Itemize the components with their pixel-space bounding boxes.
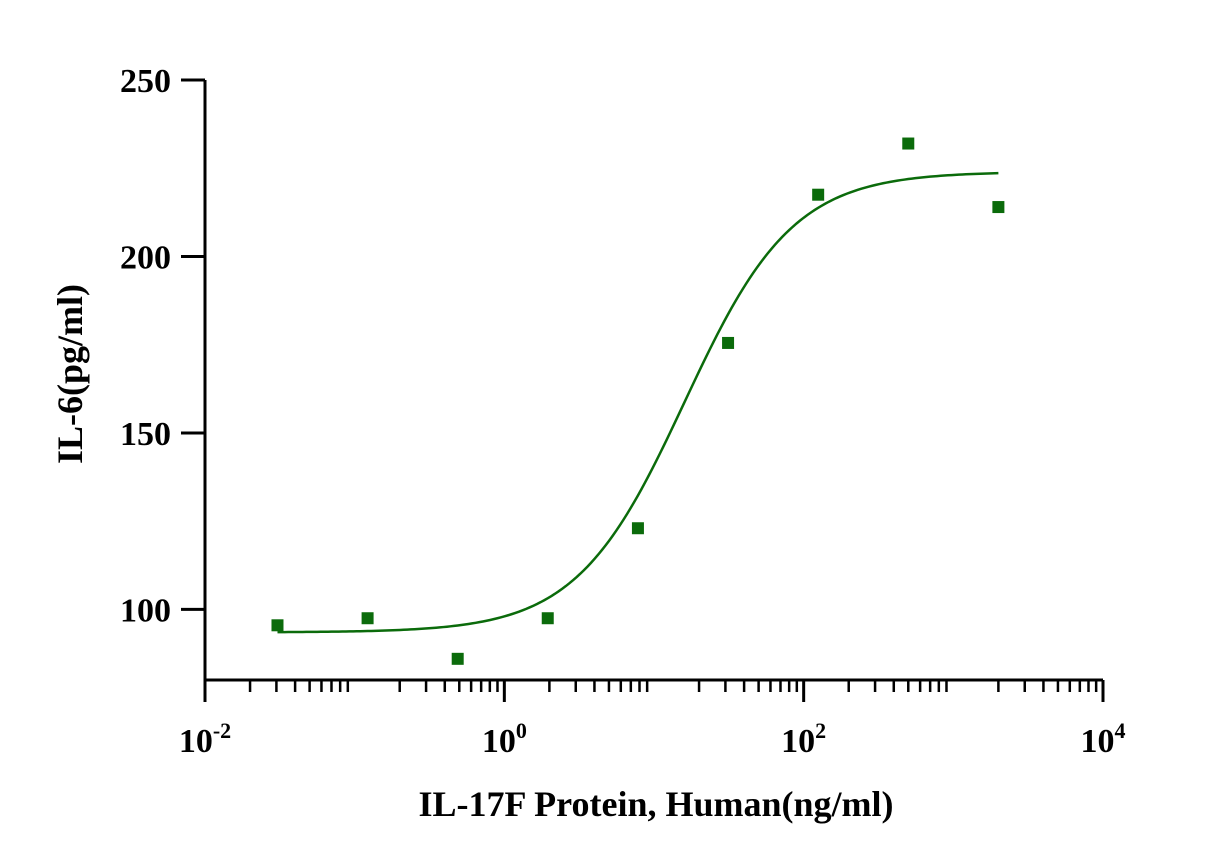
x-tick-label: 104 bbox=[1081, 718, 1126, 760]
x-tick-label: 100 bbox=[482, 718, 527, 760]
data-point bbox=[451, 652, 464, 665]
data-point bbox=[631, 522, 644, 535]
axis-ticks: 100 150 200 250 10-2 100 102 104 bbox=[120, 63, 1126, 760]
x-tick-label: 10-2 bbox=[179, 718, 231, 760]
data-point bbox=[361, 612, 374, 625]
data-point bbox=[722, 336, 735, 349]
y-tick-label: 200 bbox=[120, 239, 171, 276]
axes bbox=[203, 80, 1103, 682]
y-tick-label: 250 bbox=[120, 63, 171, 100]
data-point bbox=[541, 612, 554, 625]
y-axis-title: IL-6(pg/ml) bbox=[50, 284, 90, 464]
data-points bbox=[271, 137, 1005, 665]
y-tick-label: 150 bbox=[120, 416, 171, 453]
x-tick-label: 102 bbox=[781, 718, 826, 760]
y-tick-label: 100 bbox=[120, 592, 171, 629]
data-point bbox=[902, 137, 915, 150]
fit-curve bbox=[277, 171, 999, 634]
data-point bbox=[271, 619, 284, 632]
x-axis-title: IL-17F Protein, Human(ng/ml) bbox=[419, 784, 894, 824]
data-point bbox=[812, 188, 825, 201]
data-point bbox=[992, 201, 1005, 214]
